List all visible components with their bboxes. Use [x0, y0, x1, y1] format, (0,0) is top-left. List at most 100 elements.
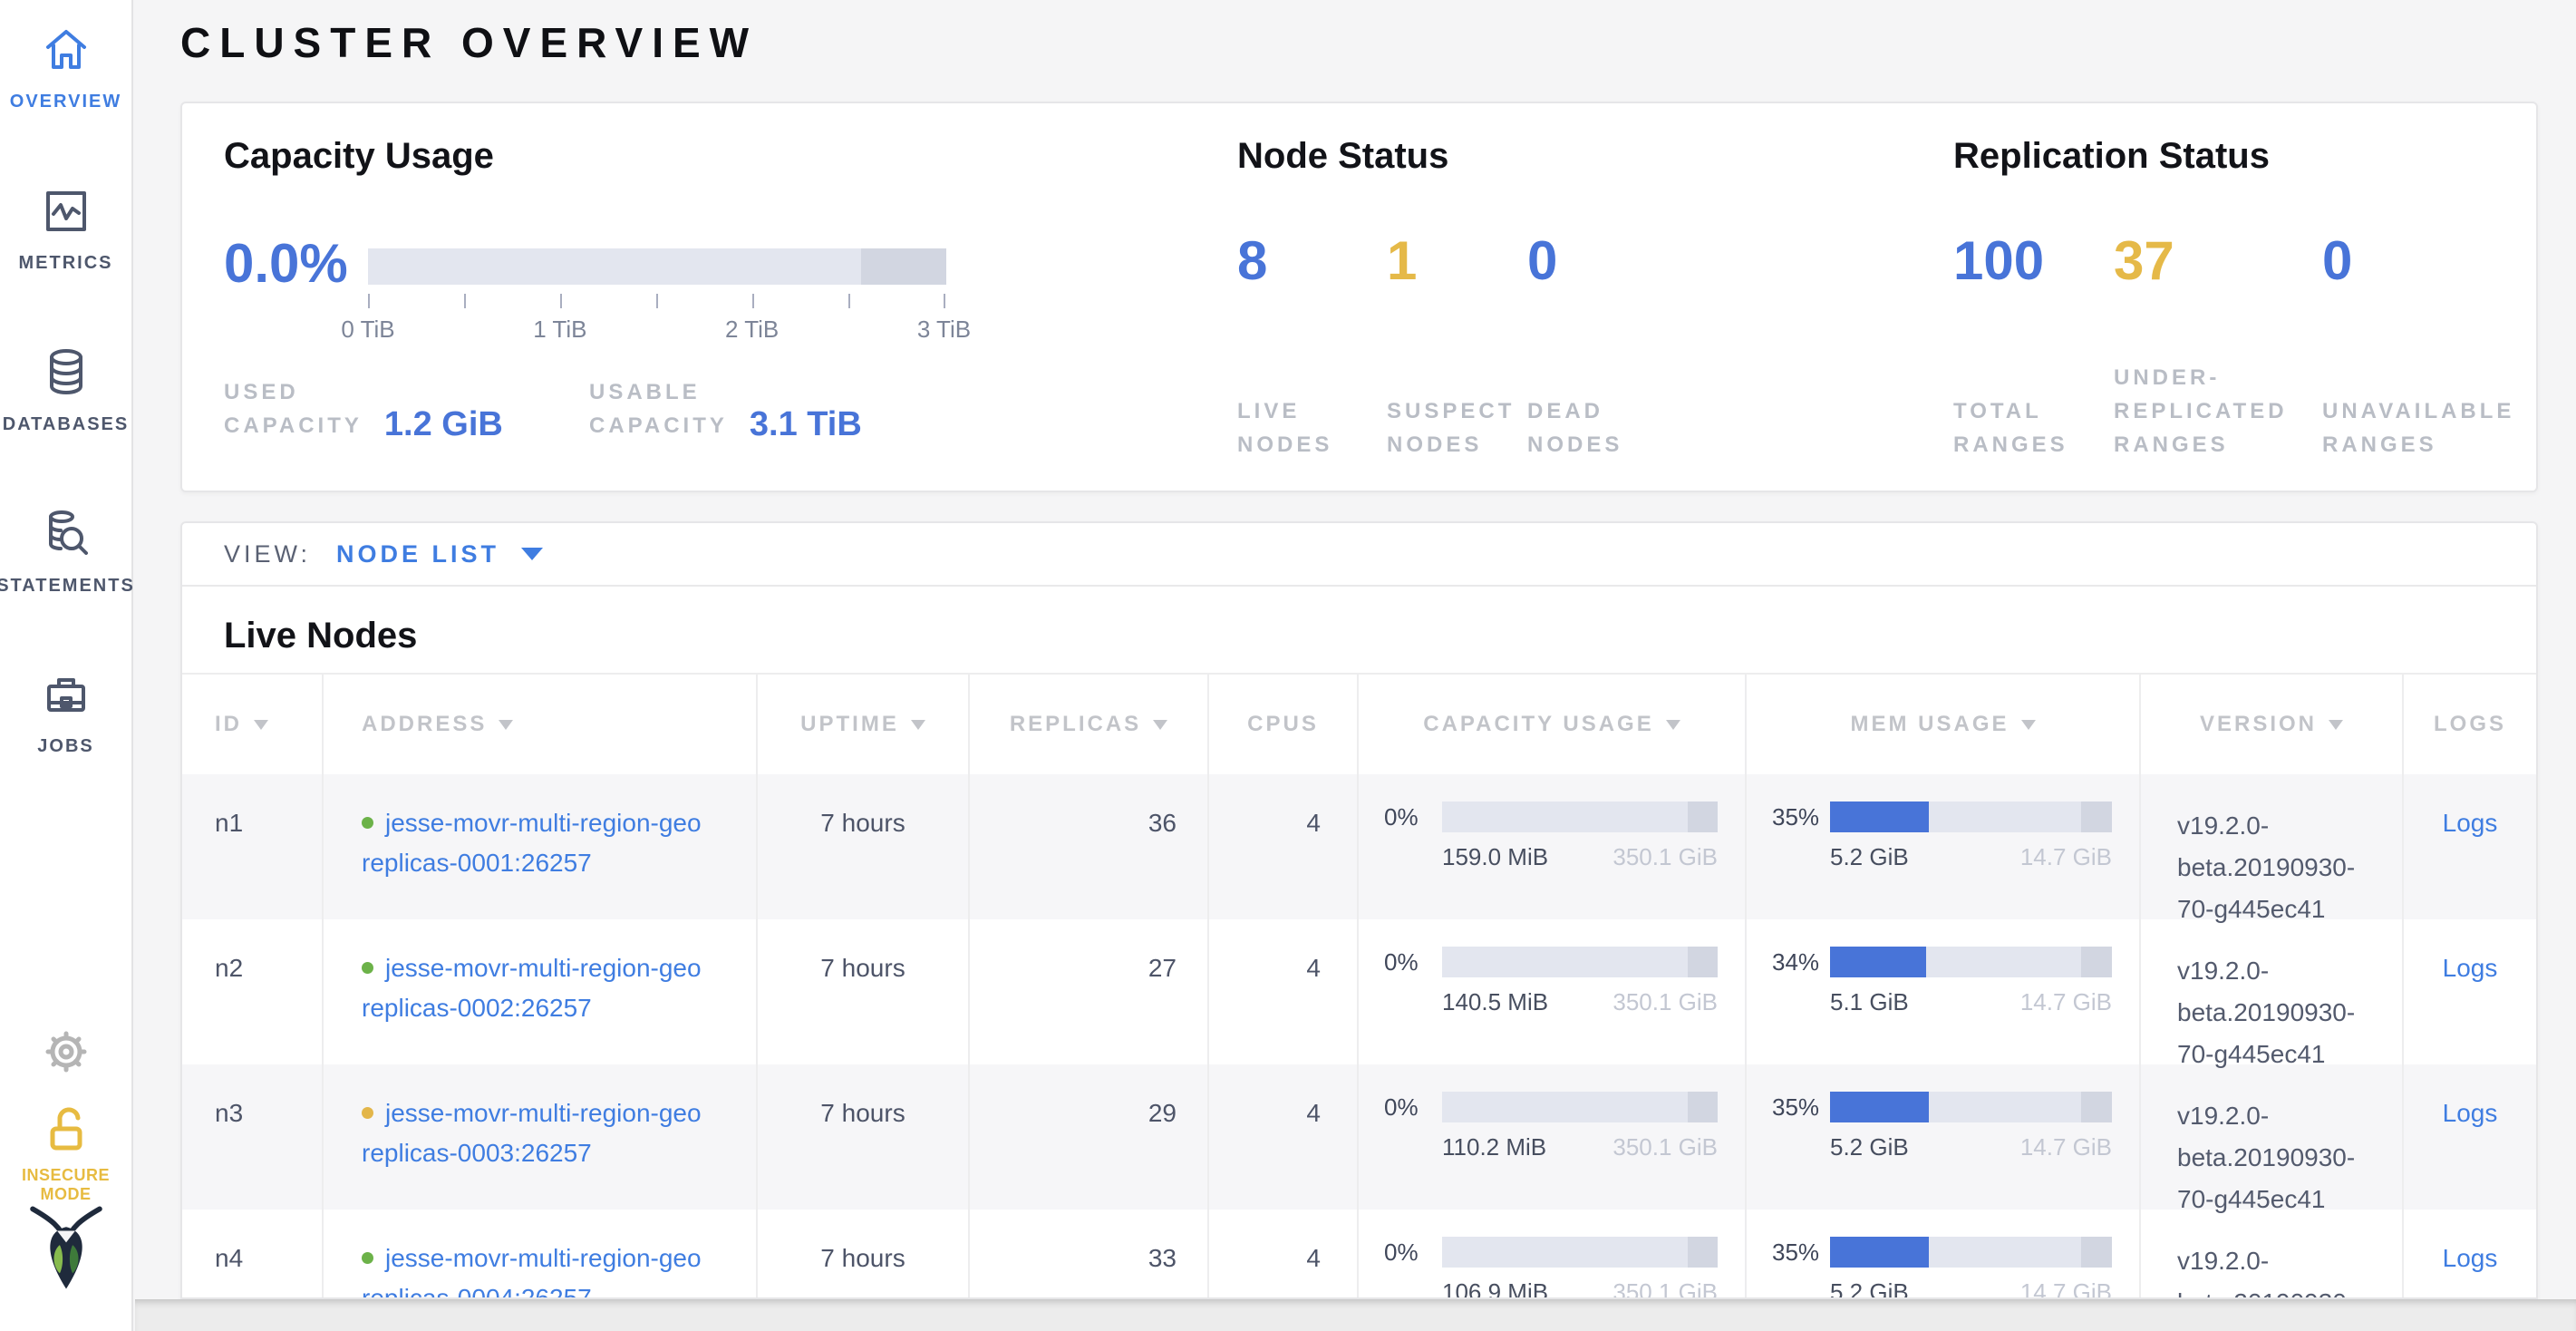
node-stat-label: LIVE NODES: [1237, 399, 1333, 457]
capacity-used-value: 110.2 MiB: [1442, 1133, 1547, 1161]
capacity-total-value: 350.1 GiB: [1612, 843, 1718, 870]
replication-status-values: 100 37 0: [1953, 232, 2558, 290]
capacity-bar: [1442, 1237, 1718, 1268]
capacity-used-value: 106.9 MiB: [1442, 1278, 1549, 1299]
view-selector-dropdown[interactable]: NODE LIST: [336, 540, 544, 568]
sidebar-item-metrics[interactable]: METRICS: [0, 181, 131, 274]
logs-link[interactable]: Logs: [2442, 1099, 2498, 1127]
node-stat-value: 8: [1237, 230, 1268, 291]
mem-bar: [1830, 1092, 2112, 1122]
logs-link[interactable]: Logs: [2442, 954, 2498, 982]
sidebar-item-jobs[interactable]: JOBS: [0, 665, 131, 757]
mem-total-value: 14.7 GiB: [2019, 843, 2112, 870]
sort-arrow-icon: [1665, 719, 1680, 730]
replication-status-labels: TOTAL RANGES UNDER- REPLICATED RANGES UNAVAIL…: [1953, 360, 2558, 461]
mem-percent-label: 34%: [1772, 947, 1820, 976]
axis-tick-label: 1 TiB: [533, 316, 587, 343]
column-header-id[interactable]: ID: [182, 675, 324, 774]
databases-icon: [49, 349, 82, 395]
node-address-link[interactable]: jesse-movr-multi-region-geo replicas-0004…: [362, 1244, 702, 1299]
sidebar-item-statements[interactable]: STATEMENTS: [0, 504, 133, 597]
capacity-percent-label: 0%: [1384, 1238, 1419, 1266]
column-header-label: VERSION: [2199, 712, 2318, 736]
column-header-label: REPLICAS: [1009, 712, 1142, 736]
node-version: v19.2.0-beta.20190930-70-g445ec41: [2141, 1210, 2404, 1297]
capacity-axis-labels: 0 TiB 1 TiB 2 TiB 3 TiB: [341, 316, 971, 345]
replication-stat-value: 37: [2114, 230, 2174, 291]
node-stat-value: 0: [1527, 230, 1558, 291]
capacity-total-value: 350.1 GiB: [1612, 1278, 1718, 1299]
axis-tick: [944, 294, 946, 308]
capacity-bar: [1442, 802, 1718, 832]
axis-tick: [368, 294, 370, 308]
logs-link[interactable]: Logs: [2442, 809, 2498, 837]
sidebar-item-label: METRICS: [18, 253, 113, 273]
node-id: n1: [182, 774, 324, 930]
capacity-gauge-bar: [368, 248, 946, 285]
mem-total-value: 14.7 GiB: [2019, 988, 2112, 1015]
column-header-cpus: CPUS: [1209, 675, 1359, 774]
column-header-uptime[interactable]: UPTIME: [758, 675, 970, 774]
node-address-cell: jesse-movr-multi-region-geo replicas-0002…: [324, 919, 758, 1075]
column-header-capacity-usage[interactable]: CAPACITY USAGE: [1359, 675, 1747, 774]
cockroachdb-logo: [0, 1199, 131, 1297]
node-replicas: 29: [970, 1064, 1209, 1220]
column-header-mem-usage[interactable]: MEM USAGE: [1747, 675, 2141, 774]
node-logs-cell: Logs: [2404, 919, 2536, 1075]
node-cpus: 4: [1209, 774, 1359, 930]
open-lock-icon: [50, 1107, 82, 1151]
sort-arrow-icon: [2329, 719, 2344, 730]
node-capacity-usage-cell: 0% 140.5 MiB 350.1 GiB: [1359, 919, 1747, 1075]
node-cpus: 4: [1209, 919, 1359, 1075]
node-address-link[interactable]: jesse-movr-multi-region-geo replicas-0001…: [362, 809, 702, 877]
cockroach-bug-icon: [29, 1206, 102, 1289]
metrics-icon: [45, 191, 86, 231]
sidebar-item-label: JOBS: [37, 736, 94, 756]
column-header-version[interactable]: VERSION: [2141, 675, 2404, 774]
capacity-percent: 0.0%: [224, 233, 348, 294]
usable-capacity-stat: USABLE CAPACITY 3.1 TiB: [589, 375, 862, 442]
live-nodes-title: Live Nodes: [224, 616, 418, 656]
used-capacity-value: 1.2 GiB: [383, 405, 503, 443]
axis-tick-label: 3 TiB: [916, 316, 972, 343]
mem-total-value: 14.7 GiB: [2019, 1278, 2112, 1299]
column-header-label: LOGS: [2433, 712, 2506, 736]
used-capacity-label: USED CAPACITY: [224, 380, 363, 438]
column-header-replicas[interactable]: REPLICAS: [970, 675, 1209, 774]
capacity-used-value: 159.0 MiB: [1442, 843, 1549, 870]
node-status-dot: [362, 1252, 373, 1264]
capacity-percent-label: 0%: [1384, 947, 1419, 976]
column-header-label: MEM USAGE: [1850, 712, 2009, 736]
node-mem-usage-cell: 34% 5.1 GiB 14.7 GiB: [1747, 919, 2141, 1075]
node-status-values: 8 1 0: [1237, 232, 1672, 290]
settings-button[interactable]: [0, 1023, 131, 1081]
node-version: v19.2.0-beta.20190930-70-g445ec41: [2141, 774, 2404, 930]
sidebar: OVERVIEW METRICS DATABASES STATEMENTS: [0, 0, 133, 1331]
chevron-down-icon: [521, 548, 544, 560]
node-status-dot: [362, 1107, 373, 1119]
mem-bar: [1830, 802, 2112, 832]
logs-link[interactable]: Logs: [2442, 1244, 2498, 1272]
node-mem-usage-cell: 35% 5.2 GiB 14.7 GiB: [1747, 1064, 2141, 1220]
replication-stat-label: UNAVAILABLE RANGES: [2322, 399, 2515, 457]
table-row: n3 jesse-movr-multi-region-geo replicas-00…: [182, 1064, 2536, 1220]
replication-stat-label: UNDER- REPLICATED RANGES: [2114, 365, 2288, 457]
node-mem-usage-cell: 35% 5.2 GiB 14.7 GiB: [1747, 774, 2141, 930]
node-capacity-usage-cell: 0% 159.0 MiB 350.1 GiB: [1359, 774, 1747, 930]
sort-arrow-icon: [254, 719, 268, 730]
node-status-labels: LIVE NODES SUSPECT NODES DEAD NODES: [1237, 360, 1672, 461]
sidebar-item-databases[interactable]: DATABASES: [0, 343, 131, 435]
insecure-mode-indicator[interactable]: INSECURE MODE: [0, 1099, 131, 1204]
sidebar-item-overview[interactable]: OVERVIEW: [0, 20, 131, 112]
node-address-link[interactable]: jesse-movr-multi-region-geo replicas-0003…: [362, 1099, 702, 1167]
column-header-label: CAPACITY USAGE: [1423, 712, 1654, 736]
column-header-address[interactable]: ADDRESS: [324, 675, 758, 774]
node-logs-cell: Logs: [2404, 1064, 2536, 1220]
statements-icon: [48, 510, 88, 555]
mem-used-value: 5.2 GiB: [1830, 843, 1909, 870]
node-address-link[interactable]: jesse-movr-multi-region-geo replicas-0002…: [362, 954, 702, 1022]
node-capacity-usage-cell: 0% 110.2 MiB 350.1 GiB: [1359, 1064, 1747, 1220]
summary-panel: Capacity Usage 0.0% 0 TiB 1 TiB 2 TiB 3 TiB…: [180, 102, 2538, 492]
table-row: n2 jesse-movr-multi-region-geo replicas-00…: [182, 919, 2536, 1075]
jobs-icon: [46, 678, 85, 712]
